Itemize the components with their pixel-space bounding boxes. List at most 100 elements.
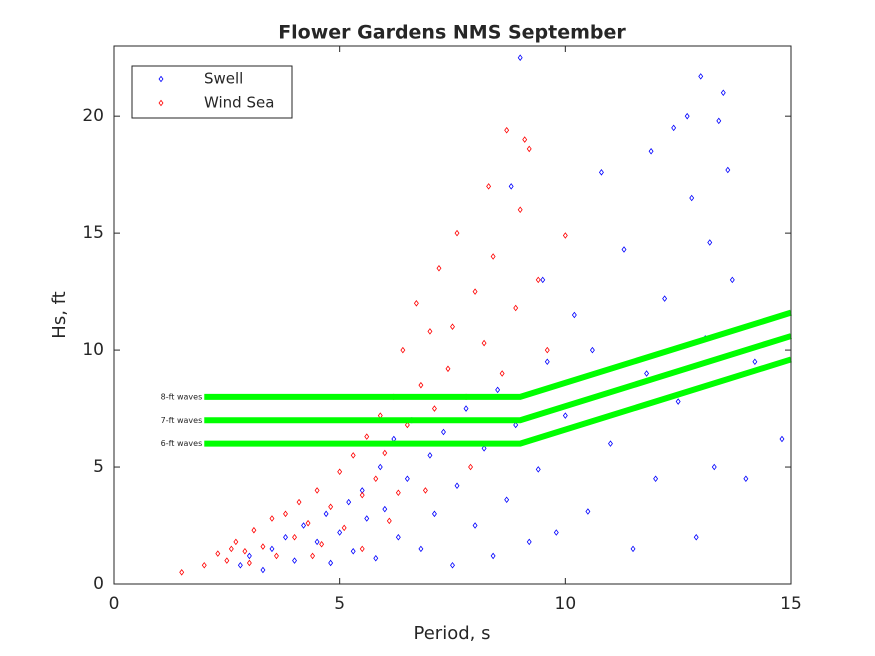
scatter-point xyxy=(450,562,455,569)
x-axis-label: Period, s xyxy=(414,623,491,644)
scatter-point xyxy=(215,550,221,557)
scatter-point xyxy=(535,276,541,284)
scatter-point xyxy=(310,552,316,560)
scatter-point xyxy=(224,557,230,564)
legend-box xyxy=(131,65,293,119)
scatter-point xyxy=(305,519,311,527)
scatter-point xyxy=(653,475,659,483)
scatter-point xyxy=(283,533,288,541)
scatter-point xyxy=(562,232,568,239)
scatter-point xyxy=(418,381,424,389)
scatter-point xyxy=(499,370,505,377)
scatter-point xyxy=(301,522,307,529)
scatter-point xyxy=(490,552,496,560)
scatter-point xyxy=(468,463,474,471)
scatter-point xyxy=(337,529,343,536)
scatter-point xyxy=(233,538,239,546)
scatter-point xyxy=(237,562,243,569)
scatter-point xyxy=(693,533,699,541)
x-tick-label: 5 xyxy=(334,594,345,614)
scatter-point xyxy=(431,510,437,518)
scatter-point xyxy=(589,346,595,354)
scatter-point xyxy=(571,311,577,319)
threshold-label: 7-ft waves xyxy=(161,416,203,425)
scatter-point xyxy=(436,264,442,272)
scatter-point xyxy=(662,295,668,302)
scatter-point xyxy=(246,552,252,560)
scatter-point xyxy=(508,183,514,190)
scatter-point xyxy=(504,496,510,504)
axes-box xyxy=(113,45,792,585)
scatter-point xyxy=(472,288,478,295)
scatter-point xyxy=(201,562,207,569)
scatter-point xyxy=(481,339,487,347)
scatter-point xyxy=(540,276,546,284)
chart-title: Flower Gardens NMS September xyxy=(278,22,626,44)
scatter-point xyxy=(562,412,568,419)
scatter-point xyxy=(346,498,352,506)
scatter-point xyxy=(431,405,437,412)
scatter-point xyxy=(292,557,297,564)
legend-marker xyxy=(158,99,164,107)
threshold-line xyxy=(204,333,792,424)
scatter-point xyxy=(441,428,446,436)
x-tick-label: 10 xyxy=(555,594,577,614)
scatter-point xyxy=(422,487,428,494)
scatter-point xyxy=(427,452,433,459)
scatter-point xyxy=(454,482,460,490)
y-tick-label: 15 xyxy=(82,223,104,243)
scatter-point xyxy=(373,475,379,483)
scatter-point xyxy=(283,510,288,518)
scatter-point xyxy=(445,365,451,373)
y-tick-label: 0 xyxy=(93,574,104,594)
scatter-point xyxy=(418,545,424,553)
x-tick-label: 15 xyxy=(780,594,802,614)
y-axis-label: Hs, ft xyxy=(49,291,70,338)
scatter-point xyxy=(752,358,758,366)
scatter-point xyxy=(328,559,334,567)
legend-label: Swell xyxy=(204,70,243,88)
scatter-point xyxy=(644,370,650,377)
scatter-point xyxy=(373,555,379,562)
scatter-point xyxy=(463,405,469,412)
scatter-point xyxy=(328,503,334,511)
scatter-point xyxy=(296,498,302,506)
scatter-point xyxy=(314,538,320,546)
scatter-point xyxy=(377,463,383,471)
scatter-point xyxy=(535,466,541,473)
scatter-point xyxy=(513,304,519,312)
scatter-point xyxy=(481,445,487,452)
scatter-point xyxy=(454,229,460,237)
scatter-point xyxy=(544,358,550,366)
scatter-point xyxy=(395,489,401,497)
scatter-point xyxy=(729,276,735,284)
scatter-point xyxy=(246,559,252,567)
scatter-point xyxy=(382,505,388,513)
y-tick-label: 20 xyxy=(82,106,104,126)
scatter-point xyxy=(319,540,325,548)
scatter-point xyxy=(292,533,297,541)
scatter-point xyxy=(364,433,370,440)
scatter-point xyxy=(779,435,785,443)
scatter-point xyxy=(472,522,478,529)
scatter-point xyxy=(598,169,604,176)
x-tick-label: 0 xyxy=(109,594,120,614)
scatter-point xyxy=(486,183,492,190)
scatter-point xyxy=(179,569,185,576)
scatter-point xyxy=(675,398,681,405)
scatter-point xyxy=(260,543,266,550)
scatter-point xyxy=(350,452,356,459)
scatter-point xyxy=(608,440,613,447)
scatter-point xyxy=(490,253,496,260)
scatter-point xyxy=(526,538,532,546)
scatter-point xyxy=(269,515,275,522)
scatter-point xyxy=(517,54,523,61)
scatter-point xyxy=(386,517,392,525)
scatter-point xyxy=(684,112,690,120)
scatter-point xyxy=(450,323,455,330)
scatter-point xyxy=(544,346,550,354)
scatter-point xyxy=(314,487,320,494)
scatter-point xyxy=(517,206,523,214)
plot-area: 0 5 10 15 0 5 10 15 20 8-ft waves 7-ft waves 6-ft w… xyxy=(82,45,802,614)
